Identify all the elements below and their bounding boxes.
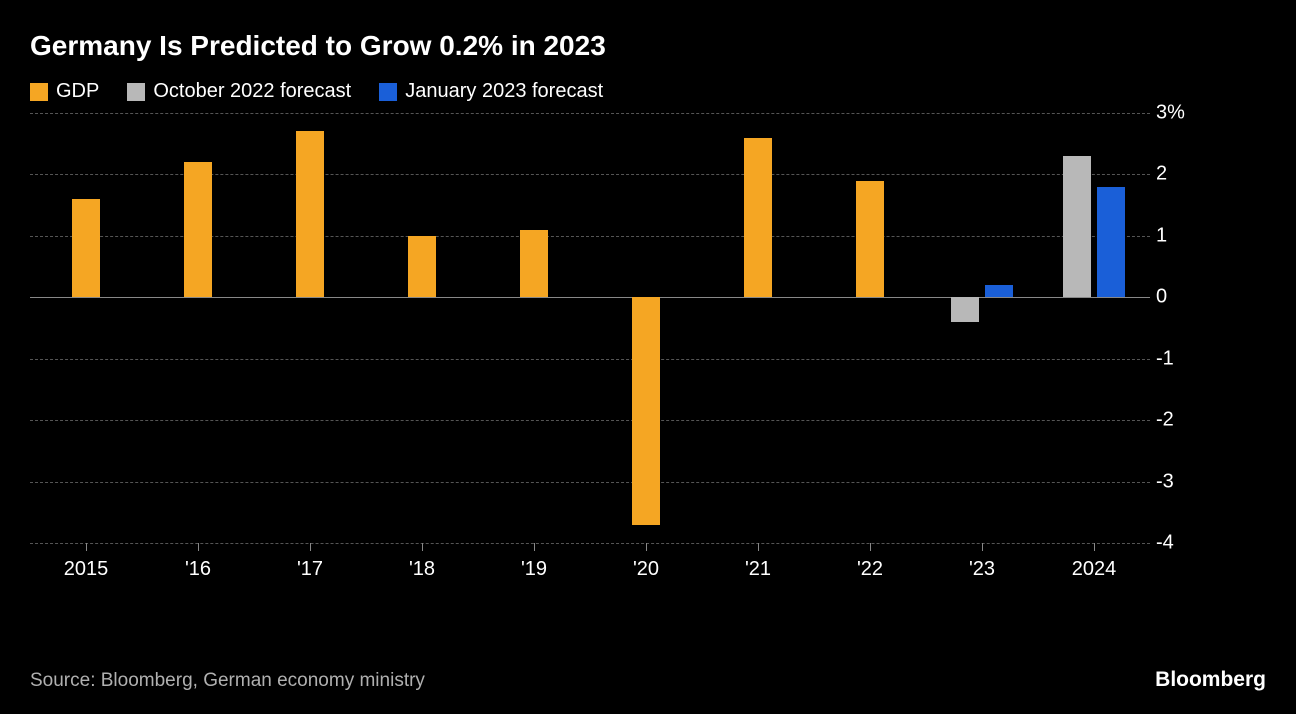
y-axis-label: 2 <box>1156 163 1206 186</box>
x-tick <box>982 543 983 551</box>
chart-title: Germany Is Predicted to Grow 0.2% in 202… <box>30 30 1266 62</box>
chart-container: Germany Is Predicted to Grow 0.2% in 202… <box>0 0 1296 714</box>
legend: GDP October 2022 forecast January 2023 for… <box>30 80 1266 103</box>
x-tick <box>422 543 423 551</box>
bar <box>985 285 1013 297</box>
x-tick <box>646 543 647 551</box>
legend-item: October 2022 forecast <box>127 80 351 103</box>
bar <box>1063 156 1091 297</box>
legend-label: GDP <box>56 80 99 103</box>
bar <box>520 230 548 298</box>
x-axis-label: '22 <box>857 558 883 581</box>
brand-label: Bloomberg <box>1155 668 1266 692</box>
x-tick <box>198 543 199 551</box>
x-axis-label: '17 <box>297 558 323 581</box>
legend-swatch <box>379 83 397 101</box>
x-axis-label: '16 <box>185 558 211 581</box>
x-tick <box>870 543 871 551</box>
bar <box>72 199 100 297</box>
legend-item: January 2023 forecast <box>379 80 603 103</box>
bar <box>744 138 772 298</box>
x-tick <box>86 543 87 551</box>
bar <box>408 236 436 297</box>
x-axis-label: 2015 <box>64 558 109 581</box>
x-tick <box>1094 543 1095 551</box>
x-axis-label: '21 <box>745 558 771 581</box>
bar <box>1097 187 1125 298</box>
legend-label: January 2023 forecast <box>405 80 603 103</box>
plot-region: 3%210-1-2-3-42015'16'17'18'19'20'21'22'2… <box>30 113 1150 543</box>
x-axis-label: '18 <box>409 558 435 581</box>
gridline <box>30 482 1150 483</box>
x-axis-label: '23 <box>969 558 995 581</box>
y-axis-label: -3 <box>1156 470 1206 493</box>
x-tick <box>758 543 759 551</box>
y-axis-label: 0 <box>1156 286 1206 309</box>
bar <box>296 131 324 297</box>
y-axis-label: 3% <box>1156 102 1206 125</box>
x-tick <box>534 543 535 551</box>
x-axis-label: 2024 <box>1072 558 1117 581</box>
y-axis-label: -2 <box>1156 409 1206 432</box>
gridline <box>30 113 1150 114</box>
bar <box>184 162 212 297</box>
bar <box>951 297 979 322</box>
x-tick <box>310 543 311 551</box>
legend-label: October 2022 forecast <box>153 80 351 103</box>
legend-swatch <box>127 83 145 101</box>
bar <box>632 297 660 524</box>
x-axis-label: '19 <box>521 558 547 581</box>
zero-axis <box>30 297 1150 298</box>
y-axis-label: -4 <box>1156 532 1206 555</box>
gridline <box>30 359 1150 360</box>
y-axis-label: 1 <box>1156 224 1206 247</box>
bar <box>856 181 884 298</box>
source-text: Source: Bloomberg, German economy minist… <box>30 670 425 692</box>
gridline <box>30 420 1150 421</box>
chart-area: 3%210-1-2-3-42015'16'17'18'19'20'21'22'2… <box>30 113 1210 573</box>
legend-swatch <box>30 83 48 101</box>
x-axis-label: '20 <box>633 558 659 581</box>
legend-item: GDP <box>30 80 99 103</box>
y-axis-label: -1 <box>1156 347 1206 370</box>
